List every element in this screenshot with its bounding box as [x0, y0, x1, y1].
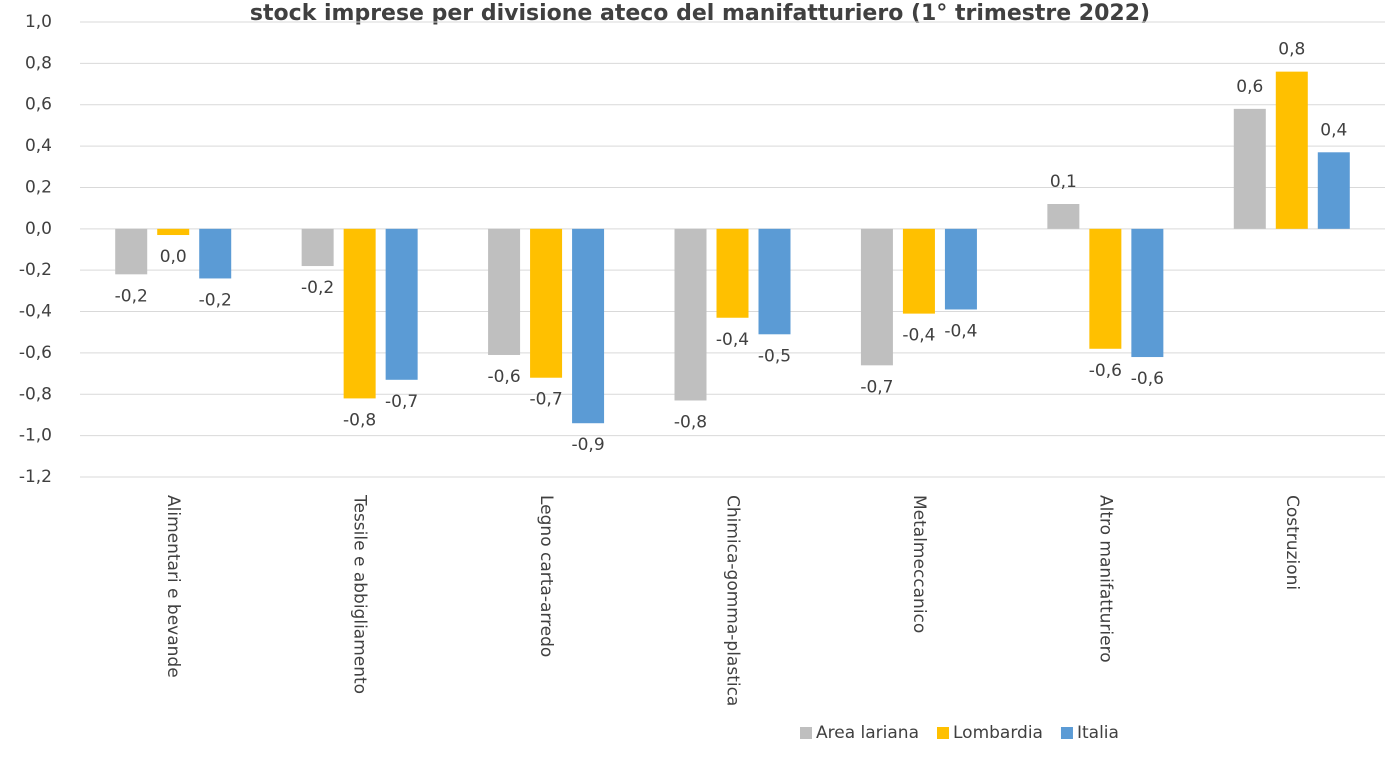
- data-label: -0,8: [674, 412, 707, 432]
- bar: [1233, 108, 1266, 229]
- bar: [343, 228, 376, 399]
- y-tick-label: 1,0: [25, 12, 52, 32]
- data-label: -0,7: [385, 392, 418, 412]
- bar: [860, 228, 893, 366]
- data-label: -0,2: [301, 278, 334, 298]
- data-label: -0,9: [571, 435, 604, 455]
- bar: [902, 228, 935, 314]
- data-label: -0,7: [860, 377, 893, 397]
- bar: [716, 228, 749, 318]
- data-label: -0,4: [944, 321, 977, 341]
- x-tick-label: Tessile e abbigliamento: [350, 494, 370, 694]
- legend-swatch: [800, 727, 812, 739]
- bar: [1089, 228, 1122, 349]
- y-tick-label: -0,6: [19, 343, 52, 363]
- x-tick-label: Metalmeccanico: [909, 495, 929, 633]
- y-tick-label: -0,4: [19, 302, 52, 322]
- bar: [1275, 71, 1308, 229]
- data-label: -0,6: [1131, 369, 1164, 389]
- data-label: -0,2: [199, 290, 232, 310]
- x-tick-label: Altro manifatturiero: [1095, 495, 1115, 663]
- bar: [758, 228, 791, 335]
- legend-label: Italia: [1077, 723, 1119, 743]
- bar: [385, 228, 418, 380]
- x-tick-label: Costruzioni: [1282, 495, 1302, 590]
- y-tick-label: 0,6: [25, 95, 52, 115]
- legend-label: Lombardia: [953, 723, 1043, 743]
- bar: [157, 228, 190, 236]
- data-label: 0,1: [1050, 172, 1077, 192]
- legend-label: Area lariana: [816, 723, 919, 743]
- bar: [1317, 152, 1350, 229]
- y-tick-label: 0,2: [25, 177, 52, 197]
- bar: [572, 228, 605, 424]
- bar: [674, 228, 707, 401]
- bar: [944, 228, 977, 310]
- data-label: -0,8: [343, 410, 376, 430]
- data-label: 0,6: [1236, 77, 1263, 97]
- x-tick-label: Legno carta-arredo: [536, 495, 556, 657]
- data-label: -0,6: [487, 367, 520, 387]
- bar: [530, 228, 563, 378]
- y-tick-label: -1,2: [19, 467, 52, 487]
- data-label: -0,5: [758, 346, 791, 366]
- data-label: -0,4: [716, 330, 749, 350]
- x-tick-label: Alimentari e bevande: [163, 495, 183, 678]
- x-tick-label: Chimica-gomma-plastica: [723, 495, 743, 706]
- data-label: -0,2: [115, 286, 148, 306]
- y-tick-label: -1,0: [19, 426, 52, 446]
- bar: [1047, 204, 1080, 229]
- data-label: -0,4: [902, 326, 935, 346]
- data-label: 0,4: [1320, 120, 1347, 140]
- y-tick-label: 0,8: [25, 53, 52, 73]
- data-label: 0,8: [1278, 40, 1305, 60]
- legend-swatch: [937, 727, 949, 739]
- y-tick-label: -0,8: [19, 384, 52, 404]
- y-tick-label: -0,2: [19, 260, 52, 280]
- data-label: -0,7: [529, 390, 562, 410]
- legend-swatch: [1060, 727, 1073, 739]
- y-tick-label: 0,4: [25, 136, 52, 156]
- y-tick-label: 0,0: [25, 219, 52, 239]
- bar: [488, 228, 521, 355]
- bar: [199, 228, 232, 279]
- bar: [301, 228, 334, 267]
- bar: [1131, 228, 1164, 358]
- bar: [115, 228, 148, 275]
- data-label: -0,6: [1089, 361, 1122, 381]
- data-label: 0,0: [160, 247, 187, 267]
